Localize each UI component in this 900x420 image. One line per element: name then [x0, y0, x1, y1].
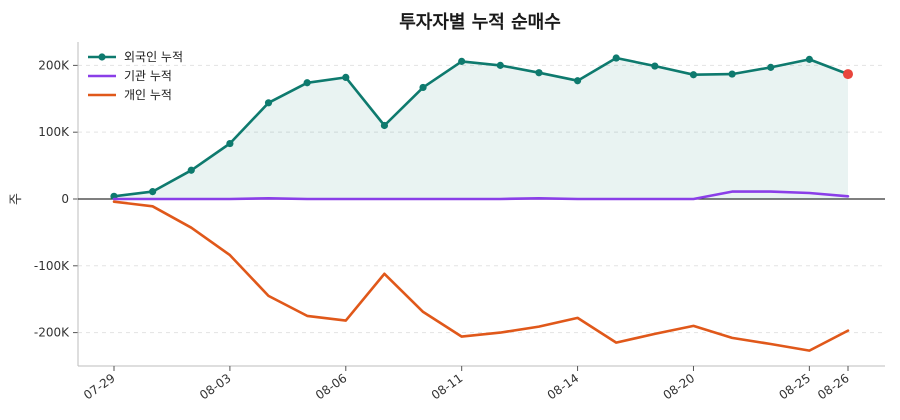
series-point — [689, 71, 698, 79]
series-point — [651, 62, 659, 70]
series-line-2 — [112, 200, 850, 352]
series-point — [226, 139, 234, 148]
series-point — [342, 73, 350, 82]
series-point — [264, 99, 273, 107]
series-point — [535, 69, 543, 77]
x-tick-label: 08-06 — [313, 371, 350, 402]
x-tick-label: 08-14 — [545, 371, 582, 402]
y-tick-label: 200K — [38, 58, 70, 72]
x-tick-label: 08-25 — [776, 371, 813, 402]
legend-marker — [98, 53, 106, 61]
area-fill-layer — [114, 58, 848, 199]
series-last-point — [843, 69, 853, 80]
series-point — [458, 57, 466, 65]
legend-entry: 기관 누적 — [124, 69, 172, 83]
series-point — [728, 70, 736, 78]
chart-title: 투자자별 누적 순매수 — [399, 12, 561, 33]
series-point — [573, 77, 582, 85]
series-layer — [110, 54, 853, 352]
x-tick-label: 08-11 — [429, 371, 466, 402]
legend-entry: 개인 누적 — [124, 88, 172, 102]
series-point — [805, 55, 813, 63]
series-point — [187, 166, 195, 174]
y-axis-label: 주 — [9, 193, 24, 205]
y-tick-label: -200K — [34, 326, 70, 340]
x-tick-label: 07-29 — [81, 371, 118, 402]
series-point — [149, 188, 157, 196]
series-point — [380, 121, 389, 130]
series-point — [767, 63, 775, 71]
series-point — [303, 79, 311, 87]
series-point — [496, 61, 504, 69]
x-tick-label: 08-20 — [661, 371, 698, 402]
x-tick-labels: 07-29 08-03 08-06 08-11 08-14 08-20 08-25 08-26 — [81, 371, 852, 402]
x-tick-label: 08-26 — [815, 371, 852, 402]
y-tick-label: 0 — [61, 192, 69, 206]
y-tick-labels: -200K -100K 0 100K 200K — [34, 58, 70, 339]
series-line-1 — [112, 190, 850, 201]
series-point — [419, 83, 427, 92]
grid-lines — [78, 64, 885, 334]
series-point — [612, 54, 620, 62]
x-tick-label: 08-03 — [197, 371, 234, 402]
y-tick-label: -100K — [34, 259, 70, 273]
series-line-0 — [112, 56, 850, 198]
y-tick-label: 100K — [38, 125, 70, 139]
series-area-0 — [114, 58, 848, 199]
legend-entry: 외국인 누적 — [124, 50, 183, 64]
